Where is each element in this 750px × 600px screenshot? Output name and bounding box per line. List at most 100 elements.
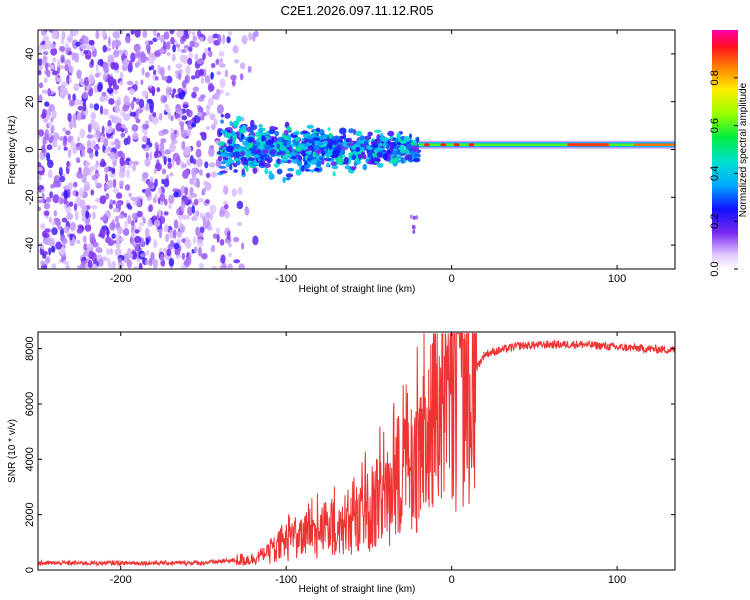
spectrogram-signal-blob xyxy=(258,124,263,128)
spectrogram-noise-blob xyxy=(101,125,105,134)
spectrogram-signal-blob xyxy=(367,131,374,137)
spectrogram-signal-blob xyxy=(268,173,275,180)
spectrogram-signal-blob xyxy=(217,155,223,162)
spectrogram-noise-blob xyxy=(117,257,122,263)
spectrogram-noise-blob xyxy=(59,45,66,52)
spectrogram-fragment-blob xyxy=(412,225,416,230)
spectrogram-noise-blob xyxy=(77,265,81,269)
spectrogram-noise-blob xyxy=(92,164,98,171)
spectrogram-noise-blob xyxy=(85,210,90,219)
colorbar-gradient xyxy=(712,30,738,269)
spectrogram-noise-blob xyxy=(139,222,145,227)
spectrogram-noise-blob xyxy=(88,73,95,84)
spectrogram-noise-blob xyxy=(107,180,114,188)
spectrogram-noise-blob xyxy=(236,221,243,227)
spectrogram-y-tick-label: 0 xyxy=(24,146,36,152)
spectrogram-x-tick-label: -200 xyxy=(110,273,132,285)
spectrogram-signal-blob xyxy=(247,136,254,143)
spectrogram-noise-blob xyxy=(202,52,206,61)
spectrogram-signal-blob xyxy=(390,154,394,160)
spectrogram-noise-blob xyxy=(47,159,54,169)
spectrogram-signal-blob xyxy=(218,165,226,169)
spectrogram-noise-blob xyxy=(224,69,228,78)
spectrogram-noise-blob xyxy=(117,49,123,55)
spectrogram-signal-blob xyxy=(411,145,418,150)
spectrogram-noise-blob xyxy=(153,219,161,228)
spectrogram-signal-blob xyxy=(304,168,311,172)
spectrogram-noise-blob xyxy=(168,257,175,267)
spectrogram-signal-blob xyxy=(312,151,316,158)
spectrogram-noise-blob xyxy=(171,53,176,62)
spectrogram-noise-blob xyxy=(188,199,192,205)
spectrogram-noise-blob xyxy=(115,144,121,150)
spectrogram-noise-blob xyxy=(222,185,229,195)
spectrogram-noise-blob xyxy=(69,99,75,107)
spectrogram-noise-blob xyxy=(73,121,77,129)
spectrogram-noise-blob xyxy=(215,58,220,66)
spectrogram-noise-blob xyxy=(147,181,154,189)
spectrogram-noise-blob xyxy=(98,258,104,267)
spectrogram-noise-blob xyxy=(72,39,79,50)
spectrogram-noise-blob xyxy=(90,205,98,210)
spectrogram-signal-blob xyxy=(306,163,311,168)
spectrogram-noise-blob xyxy=(114,138,120,146)
spectrogram-signal-blob xyxy=(254,131,260,137)
spectrogram-noise-blob xyxy=(153,30,157,37)
spectrogram-noise-blob xyxy=(112,62,119,71)
spectrogram-signal-blob xyxy=(286,126,292,132)
spectrogram-y-tick-label: 20 xyxy=(24,96,36,108)
spectrogram-noise-blob xyxy=(38,206,41,211)
spectrogram-noise-blob xyxy=(131,230,136,239)
spectrogram-noise-blob xyxy=(108,203,113,210)
spectrogram-noise-blob xyxy=(40,243,44,250)
spectrogram-signal-blob xyxy=(330,161,337,166)
spectrogram-noise-blob xyxy=(122,104,129,112)
spectrogram-noise-blob xyxy=(196,58,204,65)
spectrogram-noise-blob xyxy=(115,202,123,207)
spectrogram-signal-blob xyxy=(240,133,245,139)
spectrogram-noise-blob xyxy=(119,156,125,167)
spectrogram-noise-blob xyxy=(38,166,43,172)
spectrogram-signal-blob xyxy=(261,135,265,142)
spectrogram-signal-blob xyxy=(303,143,310,148)
spectrogram-noise-blob xyxy=(144,71,150,78)
spectrogram-noise-blob xyxy=(208,146,215,157)
spectrogram-noise-blob xyxy=(148,40,154,45)
spectrogram-noise-blob xyxy=(112,31,120,39)
spectrogram-noise-blob xyxy=(138,262,143,269)
spectrogram-noise-blob xyxy=(63,190,69,199)
spectrogram-signal-blob xyxy=(410,150,415,157)
spectrogram-noise-blob xyxy=(44,77,48,84)
spectrogram-signal-blob xyxy=(277,136,285,143)
spectrogram-signal-blob xyxy=(219,149,224,153)
spectrogram-signal-blob xyxy=(252,167,258,174)
spectrogram-noise-blob xyxy=(175,155,181,166)
spectrogram-noise-blob xyxy=(48,121,52,128)
spectrogram-noise-blob xyxy=(145,259,150,266)
spectrogram-signal-blob xyxy=(382,153,389,161)
spectrogram-signal-blob xyxy=(239,129,247,134)
spectrogram-noise-blob xyxy=(197,198,204,203)
spectrogram-noise-blob xyxy=(154,76,159,81)
spectrogram-signal-blob xyxy=(377,138,381,144)
spectrogram-noise-blob xyxy=(81,148,86,158)
spectrogram-noise-blob xyxy=(163,198,168,206)
spectrogram-noise-blob xyxy=(189,186,194,196)
spectrogram-noise-blob xyxy=(55,220,62,226)
spectrogram-noise-blob xyxy=(181,80,187,89)
spectrogram-noise-blob xyxy=(60,54,65,64)
spectrogram-noise-blob xyxy=(233,59,240,64)
spectrogram-noise-blob xyxy=(167,162,172,170)
spectrogram-noise-blob xyxy=(211,265,217,269)
spectrogram-noise-blob xyxy=(58,226,63,231)
spectrogram-noise-blob xyxy=(94,173,101,178)
spectrogram-noise-blob xyxy=(75,157,81,162)
spectrogram-noise-blob xyxy=(148,204,153,213)
spectrogram-noise-blob xyxy=(48,169,53,179)
spectrogram-noise-blob xyxy=(169,172,174,177)
spectrogram-signal-blob xyxy=(274,135,278,143)
snr-y-tick-label: 0 xyxy=(24,567,36,573)
spectrogram-noise-blob xyxy=(46,40,52,50)
spectrogram-noise-blob xyxy=(67,93,72,101)
spectrogram-noise-blob xyxy=(163,31,170,40)
